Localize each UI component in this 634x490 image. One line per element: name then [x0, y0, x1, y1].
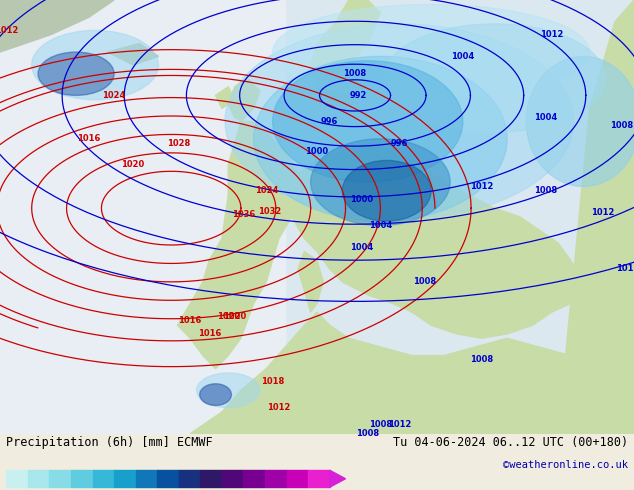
Text: 1012: 1012 — [268, 403, 290, 412]
Text: 1024: 1024 — [103, 91, 126, 100]
Polygon shape — [190, 312, 634, 434]
Bar — [136, 470, 157, 487]
Ellipse shape — [384, 24, 605, 132]
Text: 1020: 1020 — [122, 160, 145, 169]
Polygon shape — [178, 122, 304, 368]
Ellipse shape — [254, 56, 507, 221]
Text: 1008: 1008 — [413, 277, 436, 286]
Bar — [6, 470, 28, 487]
Text: 1016: 1016 — [77, 134, 100, 143]
Text: 1004: 1004 — [451, 52, 474, 61]
Bar — [49, 470, 71, 487]
Text: 1020: 1020 — [217, 312, 240, 321]
Text: 1032: 1032 — [258, 207, 281, 216]
Polygon shape — [298, 251, 323, 312]
Text: 1016: 1016 — [198, 329, 221, 339]
Text: 1012: 1012 — [388, 420, 411, 429]
Bar — [287, 470, 308, 487]
Text: 1012: 1012 — [540, 30, 563, 39]
Bar — [243, 470, 265, 487]
Text: 1036: 1036 — [233, 210, 256, 219]
Text: 1008: 1008 — [610, 121, 633, 130]
Bar — [71, 470, 93, 487]
Text: 1008: 1008 — [534, 186, 557, 196]
Text: 1008: 1008 — [344, 69, 366, 78]
Bar — [0, 0, 285, 434]
Polygon shape — [564, 0, 634, 434]
Polygon shape — [0, 0, 114, 52]
Bar — [28, 470, 49, 487]
Bar — [308, 470, 330, 487]
Bar — [200, 470, 222, 487]
Polygon shape — [228, 78, 260, 122]
Ellipse shape — [38, 52, 114, 96]
Ellipse shape — [342, 160, 431, 221]
Text: 996: 996 — [391, 139, 408, 147]
Text: Precipitation (6h) [mm] ECMWF: Precipitation (6h) [mm] ECMWF — [6, 437, 213, 449]
Bar — [93, 470, 114, 487]
Ellipse shape — [526, 56, 634, 187]
Ellipse shape — [200, 384, 231, 405]
Polygon shape — [108, 44, 158, 65]
Text: 1012: 1012 — [470, 182, 493, 191]
Polygon shape — [292, 143, 583, 338]
Text: ©weatheronline.co.uk: ©weatheronline.co.uk — [503, 460, 628, 469]
Text: 1012: 1012 — [591, 208, 614, 217]
Text: 1004: 1004 — [369, 221, 392, 230]
Text: 1004: 1004 — [350, 243, 373, 252]
Bar — [179, 470, 200, 487]
Bar — [157, 470, 179, 487]
Text: 1008: 1008 — [369, 420, 392, 429]
Text: 1012: 1012 — [0, 26, 18, 35]
Text: 1000: 1000 — [306, 147, 328, 156]
Ellipse shape — [273, 4, 590, 100]
Text: 1024: 1024 — [255, 186, 278, 196]
Bar — [114, 470, 136, 487]
Ellipse shape — [273, 61, 463, 182]
Text: 1016: 1016 — [179, 317, 202, 325]
Bar — [265, 470, 287, 487]
Text: 1020: 1020 — [223, 312, 246, 321]
Polygon shape — [216, 87, 235, 108]
Ellipse shape — [225, 24, 574, 219]
Text: Tu 04-06-2024 06..12 UTC (00+180): Tu 04-06-2024 06..12 UTC (00+180) — [392, 437, 628, 449]
Text: 1008: 1008 — [470, 355, 493, 365]
Text: 1008: 1008 — [356, 429, 379, 438]
Bar — [222, 470, 243, 487]
Text: 996: 996 — [321, 117, 339, 126]
Ellipse shape — [311, 139, 450, 225]
Polygon shape — [330, 470, 346, 487]
Text: 1000: 1000 — [350, 195, 373, 204]
Polygon shape — [317, 52, 361, 104]
Ellipse shape — [197, 373, 260, 408]
Polygon shape — [311, 0, 380, 78]
Ellipse shape — [32, 30, 158, 100]
Text: 1004: 1004 — [534, 113, 557, 122]
Text: 1018: 1018 — [261, 377, 284, 386]
Text: 1012: 1012 — [616, 265, 634, 273]
Text: 1028: 1028 — [167, 139, 190, 147]
Text: 992: 992 — [349, 91, 367, 100]
